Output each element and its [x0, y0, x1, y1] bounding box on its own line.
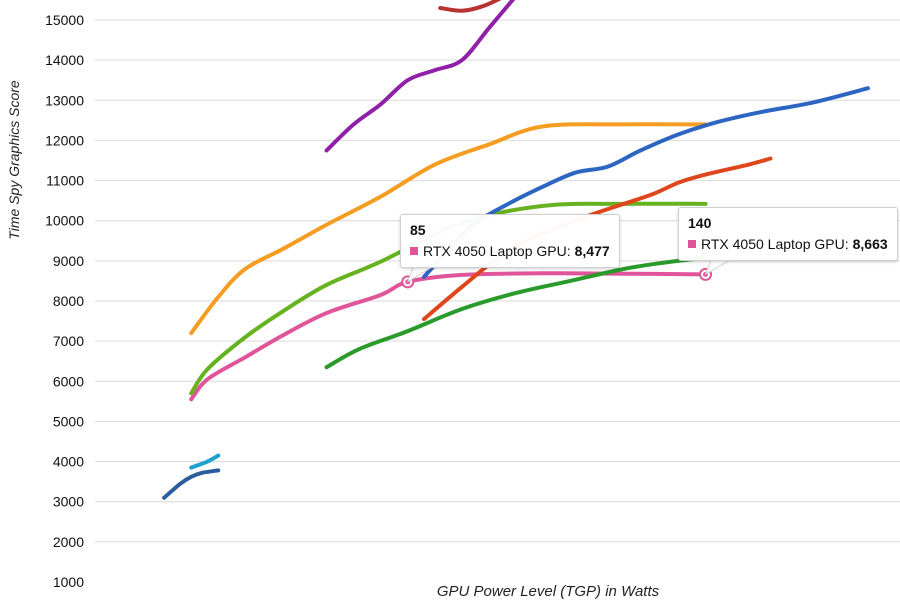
series-line-5 [189, 122, 708, 336]
y-tick-label: 9000 [53, 253, 84, 269]
y-tick-label: 12000 [45, 132, 84, 148]
x-axis-label: GPU Power Level (TGP) in Watts [437, 583, 660, 600]
series-swatch-icon [688, 240, 696, 248]
y-tick-label: 6000 [53, 373, 84, 389]
tooltip-title: 140 [688, 215, 712, 231]
gridlines [95, 19, 900, 543]
y-axis-tick-labels: 1000 2000 3000 4000 5000 6000 7000 8000 9000 1000… [45, 12, 84, 590]
tooltip-title: 85 [410, 222, 426, 238]
y-tick-label: 5000 [53, 413, 84, 429]
series-line-2 [189, 453, 221, 470]
y-tick-label: 3000 [53, 494, 84, 510]
series-line-6 [324, 0, 516, 153]
series-line-10 [324, 255, 708, 370]
tooltip-series-label: RTX 4050 Laptop GPU: [423, 243, 571, 259]
tooltip-row: RTX 4050 Laptop GPU: 8,477 [410, 243, 610, 259]
y-tick-label: 14000 [45, 52, 84, 68]
y-axis-label: Time Spy Graphics Score [6, 80, 22, 240]
tooltip-140w: 140 RTX 4050 Laptop GPU: 8,663 [678, 207, 898, 261]
tooltip-value: 8,663 [852, 236, 888, 252]
series-line-7 [438, 0, 502, 13]
y-tick-label: 13000 [45, 92, 84, 108]
y-tick-label: 10000 [45, 213, 84, 229]
y-tick-label: 2000 [53, 534, 84, 550]
y-tick-label: 4000 [53, 454, 84, 470]
tooltip-series-label: RTX 4050 Laptop GPU: [701, 236, 849, 252]
y-tick-label: 8000 [53, 293, 84, 309]
series-line-4 [189, 201, 708, 396]
y-tick-label: 7000 [53, 333, 84, 349]
series-line-9 [422, 156, 773, 322]
y-tick-label: 11000 [46, 173, 84, 189]
tooltip-85w: 85 RTX 4050 Laptop GPU: 8,477 [400, 214, 620, 268]
series-swatch-icon [410, 247, 418, 255]
y-tick-label: 15000 [45, 12, 84, 28]
series-line-1 [162, 468, 221, 500]
tooltip-pointer [704, 260, 729, 276]
y-tick-label: 1000 [53, 574, 84, 590]
tooltip-row: RTX 4050 Laptop GPU: 8,663 [688, 236, 888, 252]
tooltip-pointer [406, 267, 432, 284]
tooltip-value: 8,477 [574, 243, 610, 259]
series-line-3 [189, 271, 708, 402]
tooltip-connectors [406, 260, 729, 284]
